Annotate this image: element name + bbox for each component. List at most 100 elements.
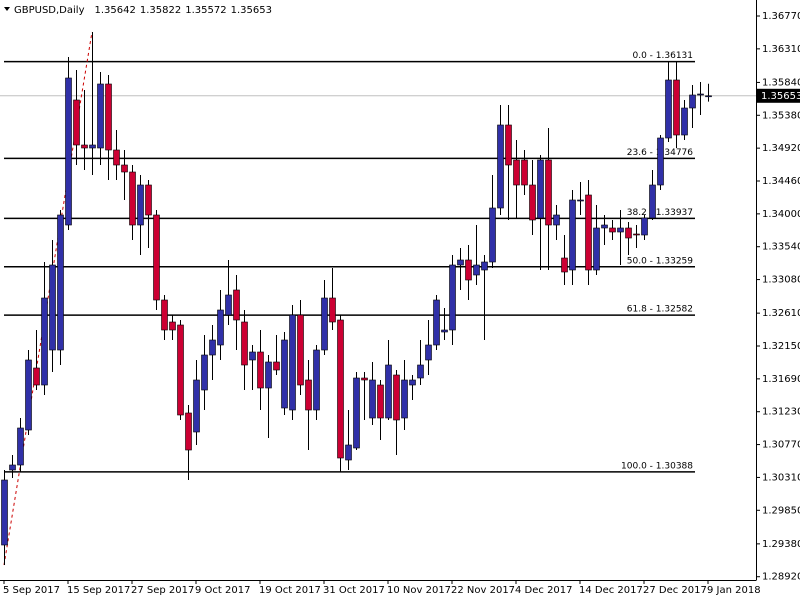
candle-body <box>9 464 16 471</box>
y-tick-label: 1.31230 <box>762 407 800 418</box>
candle-body <box>561 257 568 273</box>
candle-body <box>129 171 136 226</box>
current-price-box <box>756 88 800 103</box>
candle-body <box>513 159 520 186</box>
candle-body <box>193 379 200 433</box>
y-tick-label: 1.31690 <box>762 374 800 385</box>
chart-title: GBPUSD,Daily <box>14 5 85 16</box>
candle-body <box>473 264 480 276</box>
candle-body <box>489 207 496 263</box>
candle-body <box>665 79 672 139</box>
fib-label: 0.0 - 1.36131 <box>633 51 694 61</box>
y-tick-label: 1.34920 <box>762 143 800 154</box>
candle-body <box>393 374 400 421</box>
y-tick-label: 1.33540 <box>762 242 800 253</box>
candle-body <box>273 361 280 371</box>
x-tick-label: 22 Nov 2017 <box>451 585 515 596</box>
fib-label: 50.0 - 1.33259 <box>627 256 693 266</box>
candle-body <box>297 314 304 386</box>
candle-body <box>521 159 528 186</box>
fib-label: 61.8 - 1.32582 <box>627 305 693 315</box>
candle-body <box>81 144 88 149</box>
candle-body <box>457 259 464 266</box>
candle-body <box>89 144 96 149</box>
candle-body <box>57 214 64 351</box>
candle-body <box>337 319 344 459</box>
candle-body <box>49 264 56 351</box>
candle-body <box>697 93 704 96</box>
candle-body <box>401 379 408 419</box>
candle-body <box>305 379 312 411</box>
candle-body <box>641 217 648 236</box>
current-price-label: 1.35653 <box>761 91 800 102</box>
candle-body <box>121 164 128 173</box>
x-tick-label: 27 Dec 2017 <box>643 585 707 596</box>
header-quote: 1.35653 <box>231 5 272 16</box>
candle-body <box>25 359 32 431</box>
candle-body <box>265 361 272 389</box>
candle-body <box>241 321 248 366</box>
candle-body <box>689 94 696 109</box>
candle-body <box>481 261 488 271</box>
y-tick-label: 1.29380 <box>762 539 800 550</box>
y-tick-label: 1.35380 <box>762 110 800 121</box>
candle-body <box>577 199 584 202</box>
candle-body <box>137 184 144 226</box>
y-tick-label: 1.36770 <box>762 11 800 22</box>
candle-body <box>425 344 432 361</box>
candle-body <box>321 297 328 351</box>
y-tick-label: 1.30310 <box>762 472 800 483</box>
candle-body <box>65 77 72 226</box>
candle-body <box>593 227 600 271</box>
candle-body <box>385 364 392 419</box>
candle-body <box>257 351 264 389</box>
candle-body <box>281 339 288 409</box>
candle-body <box>441 329 448 333</box>
y-tick-label: 1.35840 <box>762 77 800 88</box>
y-tick-label: 1.33080 <box>762 275 800 286</box>
candle-body <box>625 227 632 239</box>
x-tick-label: 9 Oct 2017 <box>195 585 250 596</box>
candle-body <box>417 364 424 379</box>
candle-body <box>361 377 368 381</box>
candle-body <box>73 99 80 146</box>
candle-body <box>233 289 240 321</box>
x-tick-label: 9 Jan 2018 <box>707 585 761 596</box>
fib-label: 38.2 - 1.33937 <box>627 208 693 218</box>
x-tick-label: 27 Sep 2017 <box>131 585 194 596</box>
y-tick-label: 1.32150 <box>762 341 800 352</box>
candle-body <box>289 314 296 411</box>
candle-body <box>161 299 168 331</box>
candle-body <box>313 349 320 411</box>
y-tick-label: 1.28920 <box>762 572 800 583</box>
x-tick-label: 5 Sep 2017 <box>3 585 60 596</box>
candle-body <box>1 479 8 546</box>
candle-body <box>465 259 472 281</box>
candle-body <box>633 233 640 236</box>
candle-body <box>225 294 232 316</box>
candle-body <box>369 379 376 419</box>
candle-body <box>609 227 616 233</box>
candle-body <box>553 214 560 226</box>
candle-body <box>353 377 360 449</box>
candle-body <box>681 107 688 136</box>
candle-body <box>449 264 456 331</box>
header-arrow <box>4 7 10 11</box>
candle-body <box>105 83 112 151</box>
y-tick-label: 1.34000 <box>762 209 800 220</box>
y-tick-label: 1.32610 <box>762 308 800 319</box>
candle-body <box>201 354 208 391</box>
candle-body <box>217 309 224 346</box>
header-quote: 1.35642 <box>95 5 136 16</box>
candle-body <box>529 184 536 221</box>
fib-label: 100.0 - 1.30388 <box>621 461 693 471</box>
candle-body <box>145 184 152 216</box>
candle-body <box>185 412 192 451</box>
candle-body <box>113 149 120 166</box>
candle-body <box>177 324 184 416</box>
x-tick-label: 14 Dec 2017 <box>579 585 643 596</box>
candle-body <box>617 227 624 233</box>
candle-body <box>249 351 256 361</box>
